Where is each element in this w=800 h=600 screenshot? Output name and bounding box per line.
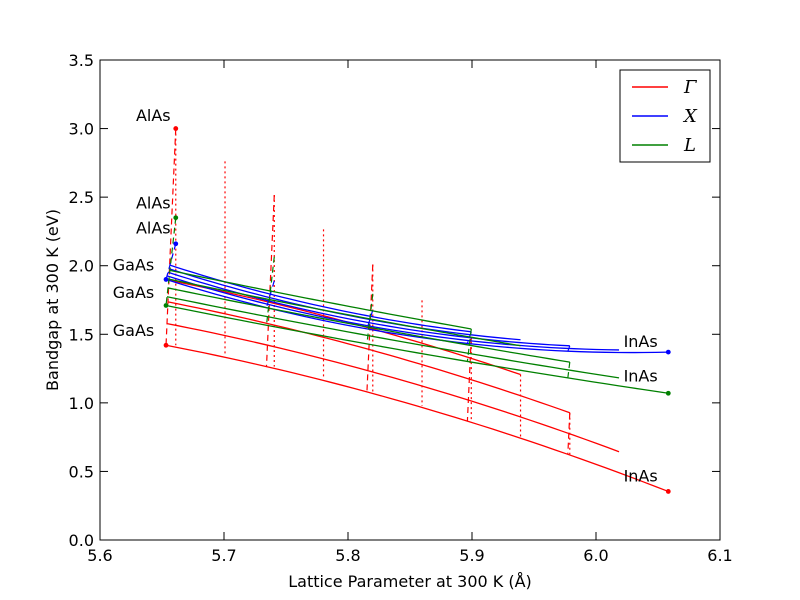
l-endpoint-gaas [163,303,169,308]
gamma-dashed-line [165,128,177,346]
compound-label: InAs [624,366,658,385]
gamma-dashed-line [265,194,275,367]
l-dashed-line [567,362,571,378]
x-tick-label: 6.1 [707,546,732,565]
x-tick-label: 5.7 [211,546,236,565]
l-dashed-line [165,217,177,306]
x-endpoint-inas [665,349,671,355]
plot-area [165,128,669,493]
legend-x-label: X [682,106,698,127]
axis-ticks: 5.6 5.7 5.8 5.9 6.0 6.1 0.0 0.5 1.0 1.5 2.0 2.5 3.0 3… [69,51,733,565]
x-dashed-line [366,309,374,330]
legend-gamma-label: Γ [683,77,698,98]
l-dashed-line [366,293,374,344]
y-tick-label: 2.0 [69,257,94,276]
y-tick-label: 2.5 [69,188,94,207]
gamma-solid-line [165,344,669,493]
l-endpoint-alas [173,215,179,221]
x-tick-label: 5.9 [459,546,484,565]
gamma-endpoint-inas [665,489,671,494]
compound-label: AlAs [136,218,171,237]
x-tick-label: 5.6 [87,546,112,565]
gamma-endpoint-gaas [163,342,169,348]
gamma-dashed-line [466,337,472,422]
x-tick-label: 6.0 [583,546,608,565]
x-dashed-line [165,243,177,280]
x-axis-title: Lattice Parameter at 300 K (Å) [288,572,532,591]
compound-label: AlAs [136,194,171,213]
gamma-dashed-line [366,264,374,392]
l-dashed-line [265,256,275,326]
y-tick-label: 1.0 [69,394,94,413]
x-solid-line [165,278,669,354]
x-endpoint-gaas [163,277,169,282]
y-tick-label: 3.5 [69,51,94,70]
endpoint-markers [163,126,671,494]
gamma-solid-line [166,322,620,453]
y-tick-label: 1.5 [69,325,94,344]
l-solid-line [169,269,472,330]
l-solid-line [168,278,521,347]
x-solid-line [166,275,620,351]
compound-label: GaAs [113,283,154,302]
y-tick-label: 0.5 [69,462,94,481]
l-solid-line [166,296,620,379]
compound-label: AlAs [136,106,171,125]
l-endpoint-inas [665,390,671,396]
y-tick-label: 0.0 [69,531,94,550]
x-tick-label: 5.8 [335,546,360,565]
x-dashed-line [567,345,571,352]
plot-frame [99,59,721,541]
x-endpoint-alas [173,241,179,247]
l-solid-line [165,304,669,394]
compound-label: InAs [624,332,658,351]
gamma-dashed-line [567,412,571,455]
y-axis-title: Bandgap at 300 K (eV) [43,209,62,391]
legend-l-label: L [683,135,696,156]
compound-label: GaAs [113,321,154,340]
annotations: AlAs AlAs AlAs GaAs GaAs GaAs InAs InAs InAs [113,106,658,486]
compound-label: InAs [624,467,658,486]
l-dashed-line [466,328,472,362]
compound-label: GaAs [113,255,154,274]
y-tick-label: 3.0 [69,120,94,139]
legend: Γ X L [619,69,711,163]
gamma-endpoint-alas [173,126,179,131]
x-dashed-line [265,280,275,308]
